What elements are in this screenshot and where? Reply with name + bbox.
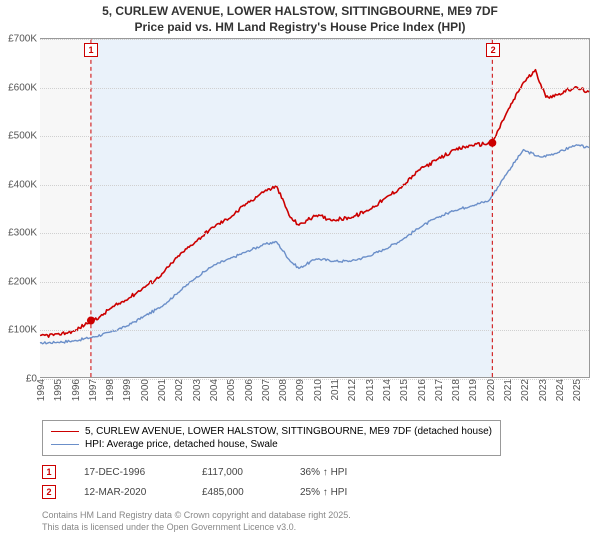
shade-band bbox=[91, 39, 492, 377]
x-tick-label: 2013 bbox=[365, 379, 376, 401]
chart-container: 5, CURLEW AVENUE, LOWER HALSTOW, SITTING… bbox=[0, 0, 600, 560]
x-tick-label: 2016 bbox=[417, 379, 428, 401]
legend-label-price-paid: 5, CURLEW AVENUE, LOWER HALSTOW, SITTING… bbox=[85, 426, 492, 437]
legend-swatch-price-paid bbox=[51, 431, 79, 432]
x-tick-label: 2020 bbox=[486, 379, 497, 401]
x-tick-label: 2007 bbox=[261, 379, 272, 401]
x-tick-label: 2015 bbox=[399, 379, 410, 401]
x-tick-label: 1995 bbox=[53, 379, 64, 401]
legend-row-hpi: HPI: Average price, detached house, Swal… bbox=[51, 438, 492, 451]
gridline-h bbox=[40, 88, 589, 89]
gridline-h bbox=[40, 136, 589, 137]
gridline-h bbox=[40, 282, 589, 283]
title-line-2: Price paid vs. HM Land Registry's House … bbox=[8, 20, 592, 36]
x-tick-label: 1994 bbox=[36, 379, 47, 401]
legend-row-price-paid: 5, CURLEW AVENUE, LOWER HALSTOW, SITTING… bbox=[51, 425, 492, 438]
x-tick-label: 2019 bbox=[468, 379, 479, 401]
x-tick-label: 2004 bbox=[209, 379, 220, 401]
chart-title: 5, CURLEW AVENUE, LOWER HALSTOW, SITTING… bbox=[0, 0, 600, 37]
x-tick-label: 2017 bbox=[434, 379, 445, 401]
y-tick-label: £300K bbox=[8, 228, 37, 239]
sales-price: £485,000 bbox=[202, 487, 272, 498]
x-tick-label: 1999 bbox=[122, 379, 133, 401]
gridline-h bbox=[40, 185, 589, 186]
x-tick-label: 2008 bbox=[278, 379, 289, 401]
x-tick-label: 2025 bbox=[572, 379, 583, 401]
gridline-h bbox=[40, 39, 589, 40]
marker-label-1: 1 bbox=[84, 43, 98, 57]
sales-date: 12-MAR-2020 bbox=[84, 487, 174, 498]
series-svg bbox=[40, 39, 589, 377]
legend: 5, CURLEW AVENUE, LOWER HALSTOW, SITTING… bbox=[42, 420, 501, 456]
x-tick-label: 2006 bbox=[244, 379, 255, 401]
x-tick-label: 2000 bbox=[140, 379, 151, 401]
sales-delta: 36% ↑ HPI bbox=[300, 467, 347, 478]
x-tick-label: 2002 bbox=[174, 379, 185, 401]
x-tick-label: 2011 bbox=[330, 379, 341, 401]
sales-table: 1 17-DEC-1996 £117,000 36% ↑ HPI 2 12-MAR-202… bbox=[42, 462, 347, 502]
attribution: Contains HM Land Registry data © Crown c… bbox=[42, 510, 351, 533]
plot-area: £0£100K£200K£300K£400K£500K£600K£700K199… bbox=[40, 38, 590, 378]
y-tick-label: £500K bbox=[8, 131, 37, 142]
sales-price: £117,000 bbox=[202, 467, 272, 478]
sales-delta: 25% ↑ HPI bbox=[300, 487, 347, 498]
marker-dot bbox=[488, 139, 496, 147]
y-tick-label: £400K bbox=[8, 179, 37, 190]
sales-marker-icon: 1 bbox=[42, 465, 56, 479]
x-tick-label: 1996 bbox=[71, 379, 82, 401]
x-tick-label: 2001 bbox=[157, 379, 168, 401]
x-tick-label: 2014 bbox=[382, 379, 393, 401]
x-tick-label: 2009 bbox=[295, 379, 306, 401]
x-tick-label: 2022 bbox=[520, 379, 531, 401]
x-tick-label: 1997 bbox=[88, 379, 99, 401]
legend-swatch-hpi bbox=[51, 444, 79, 445]
sales-row-1: 1 17-DEC-1996 £117,000 36% ↑ HPI bbox=[42, 462, 347, 482]
y-tick-label: £700K bbox=[8, 34, 37, 45]
y-tick-label: £200K bbox=[8, 276, 37, 287]
marker-dot bbox=[87, 317, 95, 325]
x-tick-label: 2010 bbox=[313, 379, 324, 401]
x-tick-label: 2018 bbox=[451, 379, 462, 401]
y-tick-label: £600K bbox=[8, 82, 37, 93]
marker-label-2: 2 bbox=[486, 43, 500, 57]
title-line-1: 5, CURLEW AVENUE, LOWER HALSTOW, SITTING… bbox=[8, 4, 592, 20]
x-tick-label: 2024 bbox=[555, 379, 566, 401]
y-tick-label: £100K bbox=[8, 325, 37, 336]
sales-row-2: 2 12-MAR-2020 £485,000 25% ↑ HPI bbox=[42, 482, 347, 502]
attribution-line-2: This data is licensed under the Open Gov… bbox=[42, 522, 351, 534]
gridline-h bbox=[40, 233, 589, 234]
legend-label-hpi: HPI: Average price, detached house, Swal… bbox=[85, 439, 278, 450]
x-tick-label: 2021 bbox=[503, 379, 514, 401]
x-tick-label: 2023 bbox=[538, 379, 549, 401]
attribution-line-1: Contains HM Land Registry data © Crown c… bbox=[42, 510, 351, 522]
x-tick-label: 1998 bbox=[105, 379, 116, 401]
x-tick-label: 2005 bbox=[226, 379, 237, 401]
x-tick-label: 2012 bbox=[347, 379, 358, 401]
sales-date: 17-DEC-1996 bbox=[84, 467, 174, 478]
gridline-h bbox=[40, 330, 589, 331]
x-tick-label: 2003 bbox=[192, 379, 203, 401]
sales-marker-icon: 2 bbox=[42, 485, 56, 499]
